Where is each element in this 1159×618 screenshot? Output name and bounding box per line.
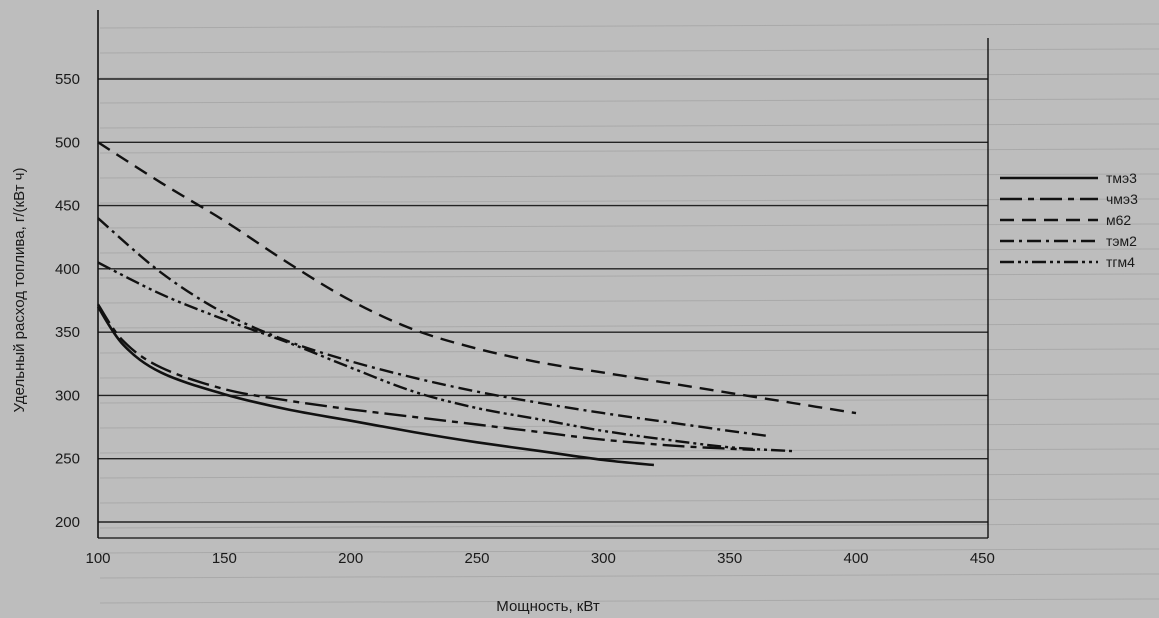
- background-line: [99, 323, 1159, 329]
- background-line: [99, 548, 1159, 554]
- series-line-3: [97, 141, 857, 415]
- background-line: [99, 373, 1159, 379]
- background-line: [99, 398, 1159, 404]
- legend-label: чмэ3: [1106, 191, 1138, 207]
- x-tick-labels: 100 150 200 250 300 350 400 450: [85, 550, 994, 567]
- legend-label: м62: [1106, 212, 1131, 228]
- background-line: [99, 573, 1159, 579]
- series-line-4: [97, 217, 768, 438]
- series-lines: [96, 141, 857, 467]
- x-tick-label: 450: [970, 550, 995, 567]
- legend-label: тмэ3: [1106, 170, 1137, 186]
- x-tick-label: 150: [212, 550, 237, 567]
- background-line: [99, 98, 1159, 104]
- y-tick-label: 300: [55, 387, 80, 404]
- y-tick-label: 500: [55, 134, 80, 151]
- y-tick-label: 550: [55, 71, 80, 88]
- background-line: [99, 23, 1159, 29]
- background-line: [99, 73, 1159, 79]
- background-line: [99, 298, 1159, 304]
- x-tick-label: 400: [843, 550, 868, 567]
- background-line: [99, 473, 1159, 479]
- y-tick-label: 450: [55, 198, 80, 215]
- y-tick-label: 400: [55, 261, 80, 278]
- series-line-5: [97, 261, 793, 453]
- background-line: [99, 448, 1159, 454]
- background-line: [99, 423, 1159, 429]
- background-line: [99, 523, 1159, 529]
- background-line: [99, 223, 1159, 229]
- y-tick-label: 200: [55, 514, 80, 531]
- background-line: [99, 148, 1159, 154]
- grid-lines: [98, 78, 988, 523]
- legend-label: тгм4: [1106, 254, 1135, 270]
- axes: [97, 10, 989, 539]
- background-line: [99, 598, 1159, 604]
- series-line-2: [97, 303, 755, 452]
- y-tick-label: 350: [55, 324, 80, 341]
- background-page-texture: [99, 23, 1159, 604]
- y-tick-label: 250: [55, 451, 80, 468]
- x-axis-label: Мощность, кВт: [496, 598, 600, 615]
- legend: тмэ3 чмэ3 м62 тэм2 тгм4: [1000, 170, 1138, 270]
- x-tick-label: 100: [85, 550, 110, 567]
- background-line: [99, 198, 1159, 204]
- y-tick-labels: 200 250 300 350 400 450 500 550: [55, 71, 80, 531]
- series-line-1: [96, 306, 655, 467]
- background-line: [99, 348, 1159, 354]
- x-tick-label: 350: [717, 550, 742, 567]
- background-line: [99, 123, 1159, 129]
- legend-label: тэм2: [1106, 233, 1137, 249]
- background-line: [99, 498, 1159, 504]
- background-line: [99, 273, 1159, 279]
- background-line: [99, 173, 1159, 179]
- background-line: [99, 248, 1159, 254]
- background-line: [99, 48, 1159, 54]
- x-tick-label: 300: [591, 550, 616, 567]
- y-axis-label: Удельный расход топлива, г/(кВт ч): [11, 168, 28, 413]
- x-tick-label: 250: [464, 550, 489, 567]
- x-tick-label: 200: [338, 550, 363, 567]
